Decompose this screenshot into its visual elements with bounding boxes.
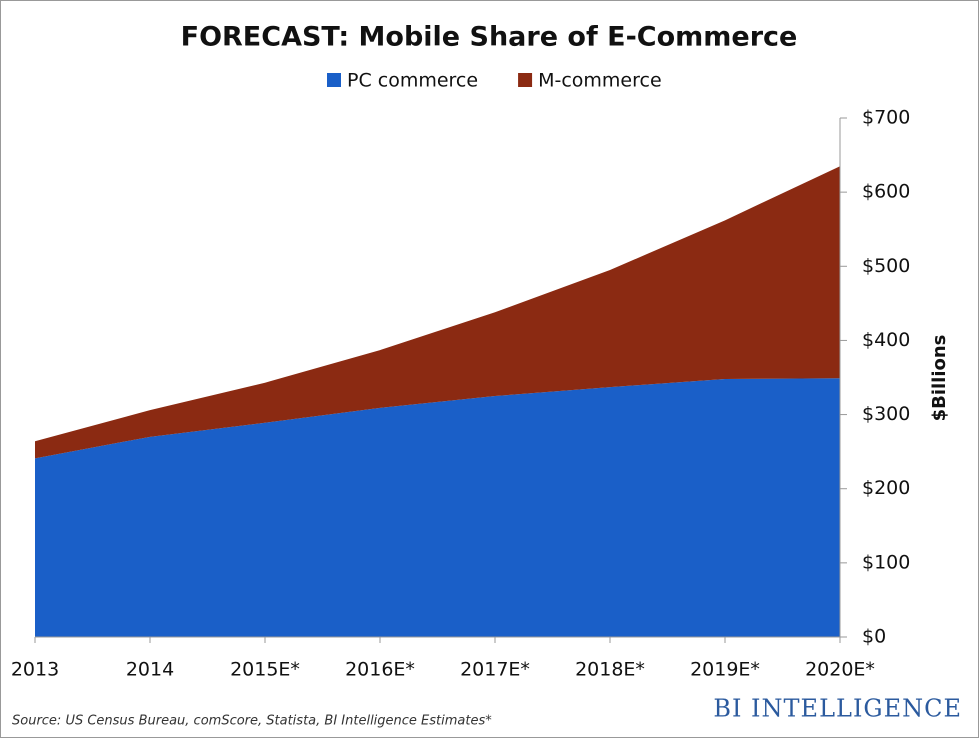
x-tick-label: 2015E* — [230, 659, 300, 681]
legend-swatch — [327, 73, 341, 87]
y-tick-label: $500 — [862, 255, 910, 277]
x-tick-label: 2014 — [126, 659, 174, 681]
x-tick-label: 2018E* — [575, 659, 645, 681]
y-tick-label: $200 — [862, 477, 910, 499]
legend-swatch — [518, 73, 533, 87]
y-axis-title: $Billions — [929, 335, 950, 422]
source-note: Source: US Census Bureau, comScore, Stat… — [12, 714, 492, 729]
x-tick-label: 2020E* — [805, 659, 875, 681]
y-tick-label: $400 — [862, 329, 910, 351]
chart-title: FORECAST: Mobile Share of E-Commerce — [181, 22, 798, 53]
legend-label: M-commerce — [538, 70, 662, 92]
brand-logo: BI INTELLIGENCE — [713, 695, 962, 723]
y-tick-label: $600 — [862, 181, 910, 203]
x-tick-label: 2019E* — [690, 659, 760, 681]
legend-label: PC commerce — [347, 70, 478, 92]
area — [35, 378, 840, 637]
y-tick-label: $0 — [862, 626, 886, 648]
x-tick-label: 2016E* — [345, 659, 415, 681]
y-tick-label: $300 — [862, 403, 910, 425]
legend: PC commerce M-commerce — [327, 70, 662, 92]
x-tick-label: 2013 — [11, 659, 59, 681]
y-tick-label: $700 — [862, 107, 910, 129]
area — [35, 166, 840, 459]
y-tick-label: $100 — [862, 551, 910, 573]
x-tick-label: 2017E* — [460, 659, 530, 681]
